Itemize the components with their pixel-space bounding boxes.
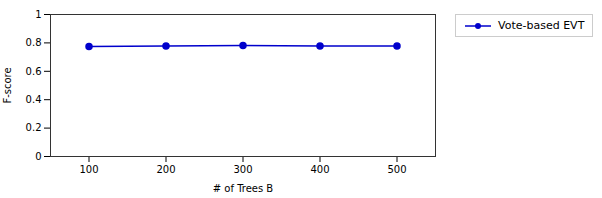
svg-text:F-score: F-score [2,67,13,103]
svg-text:0.8: 0.8 [26,37,42,48]
svg-text:500: 500 [387,164,406,175]
svg-text:0.6: 0.6 [26,66,42,77]
svg-text:200: 200 [156,164,175,175]
svg-text:0.4: 0.4 [26,94,42,105]
svg-text:300: 300 [233,164,252,175]
svg-text:# of Trees B: # of Trees B [213,183,274,194]
svg-text:0: 0 [35,151,41,162]
svg-text:0.2: 0.2 [26,122,42,133]
svg-text:100: 100 [79,164,98,175]
svg-text:400: 400 [310,164,329,175]
svg-text:1: 1 [35,9,41,20]
html-text:Vote-based EVT: Vote-based EVT [498,19,585,32]
